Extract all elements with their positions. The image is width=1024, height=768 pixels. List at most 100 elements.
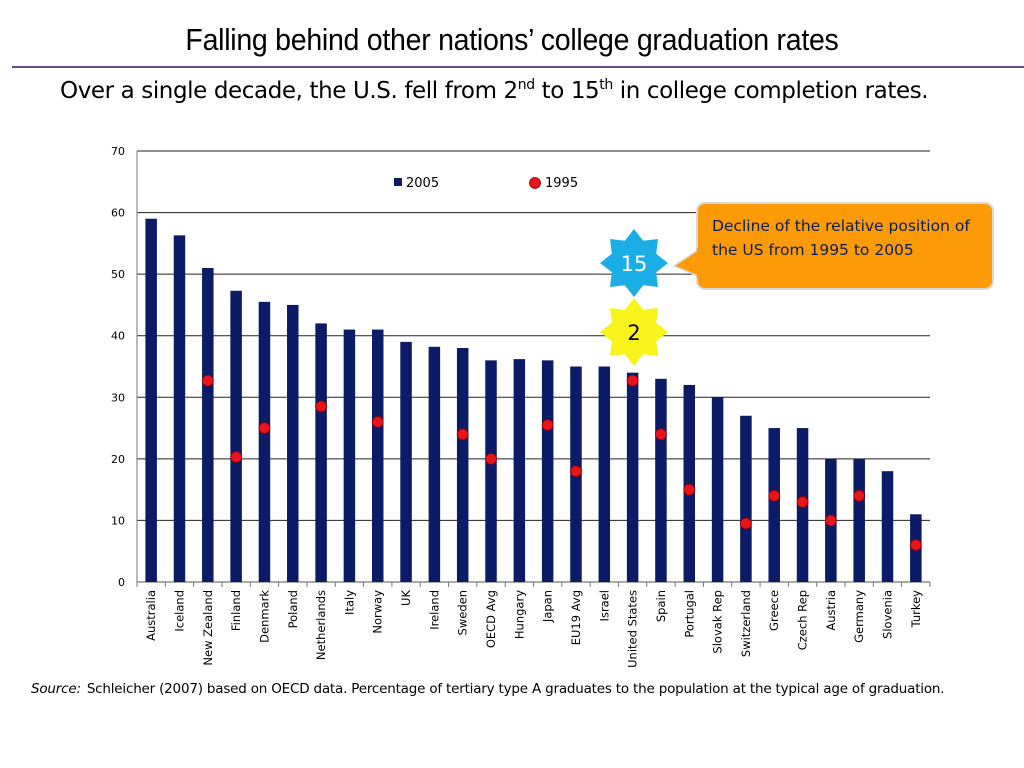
x-category-label: UK [399,590,413,606]
x-category-label: Germany [852,590,866,643]
x-category-label: Switzerland [739,590,753,657]
point-1995-japan [541,419,554,431]
x-category-label: Greece [767,590,781,631]
y-tick-label: 70 [111,145,125,158]
source-note: Source: Schleicher (2007) based on OECD d… [31,681,945,697]
bar-2005-denmark [258,301,271,582]
subtitle-text-1: Over a single decade, the U.S. fell from… [60,78,518,104]
y-tick-label: 0 [118,576,125,589]
y-tick-label: 40 [111,330,125,343]
x-category-label: Netherlands [314,590,328,660]
legend-marker-1995 [529,177,541,189]
point-1995-spain [655,428,667,441]
y-tick-label: 60 [111,207,125,220]
x-category-label: Turkey [909,590,923,629]
x-category-label: Israel [597,590,611,621]
x-category-label: OECD Avg [484,590,498,648]
rank-2005-badge-label: 15 [621,252,648,276]
bar-2005-sweden [456,348,469,582]
legend-label-1995: 1995 [545,176,578,191]
x-category-label: Japan [541,590,555,623]
y-tick-label: 50 [111,268,125,281]
point-1995-netherlands [315,400,327,413]
bar-2005-united-states [626,372,639,582]
bar-2005-iceland [173,235,186,583]
bar-2005-australia [145,218,157,582]
x-category-label: Ireland [427,590,441,630]
slide-title: Falling behind other nations’ college gr… [185,22,839,57]
subtitle-text-2: to 15 [534,78,600,104]
point-1995-switzerland [740,517,752,530]
bar-2005-slovenia [881,471,894,582]
x-category-label: Hungary [512,590,526,639]
bar-2005-norway [371,329,384,582]
rank-1995-badge-shape [600,298,668,366]
bar-2005-italy [343,329,356,582]
point-1995-norway [371,416,384,428]
x-category-label: Sweden [456,590,470,635]
bar-2005-germany [853,458,865,582]
point-1995-portugal [683,483,696,496]
y-tick-label: 20 [111,453,125,466]
callout-text: Decline of the relative position of the … [712,217,970,259]
bar-2005-finland [230,290,242,582]
x-category-label: New Zealand [201,590,215,666]
x-category-label: Slovak Rep [711,590,725,654]
point-1995-new-zealand [201,374,214,387]
bar-2005-oecd-avg [485,360,497,582]
title-divider [12,66,1024,68]
x-category-label: Italy [342,590,356,615]
x-category-label: United States [626,590,640,668]
legend-label-2005: 2005 [406,176,439,191]
bar-2005-new-zealand [202,267,214,582]
callout-box: Decline of the relative position of the … [696,202,994,290]
point-1995-austria [824,514,837,527]
x-category-label: Slovenia [881,590,895,639]
legend-swatch-2005 [394,178,402,186]
x-category-label: Australia [144,590,158,641]
bar-2005-greece [768,428,780,582]
point-1995-czech-rep [796,496,809,508]
bar-2005-japan [541,360,554,582]
x-category-label: EU19 Avg [569,590,583,645]
bar-2005-portugal [683,384,696,582]
bar-2005-ireland [428,346,441,582]
bar-2005-switzerland [740,415,752,582]
y-tick-label: 10 [111,514,125,527]
bar-2005-slovak-rep [711,397,724,582]
y-tick-label: 30 [111,391,125,404]
point-1995-finland [230,451,243,463]
point-1995-united-states [626,374,639,387]
x-category-label: Poland [286,590,300,628]
subtitle-superscript-1: nd [517,77,535,93]
bar-2005-poland [287,304,299,582]
bar-2005-netherlands [315,323,327,582]
bar-2005-uk [400,341,412,582]
point-1995-greece [768,489,781,502]
point-1995-oecd-avg [485,452,497,465]
x-category-label: Iceland [172,590,186,632]
rank-1995-badge-label: 2 [627,321,640,345]
point-1995-turkey [909,539,922,551]
x-category-label: Finland [229,590,243,631]
callout-pointer [672,248,700,278]
subtitle-superscript-2: th [599,77,613,93]
bar-2005-hungary [513,359,526,582]
bar-2005-spain [655,378,667,582]
x-category-label: Spain [654,590,668,622]
x-category-label: Austria [824,590,838,631]
source-label: Source: [31,681,81,697]
x-category-label: Norway [371,590,385,634]
point-1995-germany [853,489,866,502]
slide-subtitle: Over a single decade, the U.S. fell from… [60,77,929,104]
point-1995-eu19-avg [570,465,582,478]
x-category-label: Denmark [257,590,271,643]
source-text: Schleicher (2007) based on OECD data. Pe… [86,681,945,697]
subtitle-text-3: in college completion rates. [612,78,929,104]
bar-2005-israel [598,366,611,582]
rank-2005-badge-shape [600,229,668,297]
point-1995-sweden [456,428,469,441]
x-category-label: Portugal [682,590,696,638]
point-1995-denmark [258,422,271,434]
